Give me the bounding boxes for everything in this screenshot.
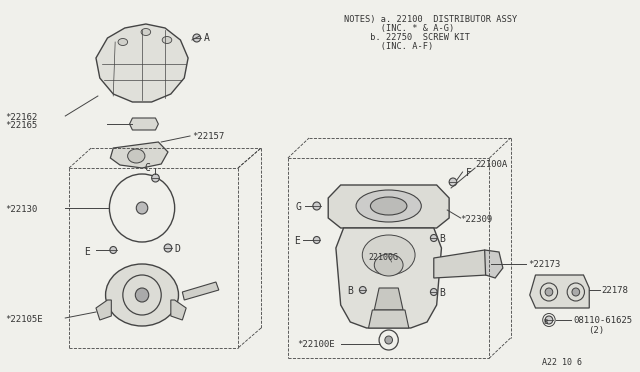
Circle shape bbox=[135, 288, 148, 302]
Text: *22130: *22130 bbox=[4, 205, 37, 214]
Polygon shape bbox=[530, 275, 589, 308]
Circle shape bbox=[572, 288, 580, 296]
Polygon shape bbox=[182, 282, 219, 300]
Polygon shape bbox=[369, 310, 409, 328]
Polygon shape bbox=[96, 300, 111, 320]
Ellipse shape bbox=[371, 197, 407, 215]
Ellipse shape bbox=[356, 190, 421, 222]
Ellipse shape bbox=[127, 149, 145, 163]
Text: A: A bbox=[204, 33, 209, 43]
Ellipse shape bbox=[162, 36, 172, 44]
Circle shape bbox=[360, 286, 366, 294]
Ellipse shape bbox=[106, 264, 179, 326]
Circle shape bbox=[164, 244, 172, 252]
Polygon shape bbox=[374, 288, 403, 310]
Circle shape bbox=[545, 288, 553, 296]
Circle shape bbox=[385, 336, 392, 344]
Ellipse shape bbox=[141, 29, 150, 35]
Text: *22105E: *22105E bbox=[4, 315, 42, 324]
Polygon shape bbox=[129, 118, 158, 130]
Circle shape bbox=[431, 289, 437, 295]
Circle shape bbox=[431, 234, 437, 241]
Text: E: E bbox=[84, 247, 90, 257]
Text: (INC. * & A-G): (INC. * & A-G) bbox=[344, 24, 454, 33]
Polygon shape bbox=[96, 24, 188, 102]
Text: *22100E: *22100E bbox=[298, 340, 335, 349]
Circle shape bbox=[313, 202, 321, 210]
Text: *22173: *22173 bbox=[528, 260, 560, 269]
Text: B: B bbox=[348, 286, 353, 296]
Text: E: E bbox=[294, 236, 300, 246]
Polygon shape bbox=[171, 300, 186, 320]
Text: A22 10 6: A22 10 6 bbox=[542, 358, 582, 367]
Circle shape bbox=[152, 174, 159, 182]
Circle shape bbox=[193, 34, 200, 42]
Circle shape bbox=[110, 247, 116, 253]
Text: NOTES) a. 22100  DISTRIBUTOR ASSY: NOTES) a. 22100 DISTRIBUTOR ASSY bbox=[344, 15, 517, 24]
Text: G: G bbox=[296, 202, 301, 212]
Text: D: D bbox=[175, 244, 180, 254]
Text: (2): (2) bbox=[588, 326, 604, 335]
Text: *22162: *22162 bbox=[4, 113, 37, 122]
Circle shape bbox=[314, 237, 320, 244]
Text: B: B bbox=[543, 319, 547, 325]
Circle shape bbox=[449, 178, 457, 186]
Polygon shape bbox=[328, 185, 449, 228]
Text: *22165: *22165 bbox=[4, 121, 37, 130]
Text: 22100A: 22100A bbox=[475, 160, 508, 169]
Polygon shape bbox=[484, 250, 503, 278]
Text: *22309: *22309 bbox=[461, 215, 493, 224]
Text: F: F bbox=[465, 168, 471, 178]
Text: B: B bbox=[440, 234, 445, 244]
Ellipse shape bbox=[118, 38, 127, 45]
Text: *22157: *22157 bbox=[192, 132, 224, 141]
Text: (INC. A-F): (INC. A-F) bbox=[344, 42, 433, 51]
Text: b. 22750  SCREW KIT: b. 22750 SCREW KIT bbox=[344, 33, 470, 42]
Polygon shape bbox=[110, 142, 168, 168]
Polygon shape bbox=[434, 250, 492, 278]
Text: C: C bbox=[144, 163, 150, 173]
Text: 08110-61625: 08110-61625 bbox=[573, 316, 632, 325]
Ellipse shape bbox=[362, 235, 415, 275]
Polygon shape bbox=[336, 228, 442, 328]
Circle shape bbox=[545, 316, 553, 324]
Text: 22178: 22178 bbox=[602, 286, 628, 295]
Ellipse shape bbox=[374, 254, 403, 276]
Text: 22100G: 22100G bbox=[369, 253, 399, 262]
Text: B: B bbox=[440, 288, 445, 298]
Circle shape bbox=[136, 202, 148, 214]
